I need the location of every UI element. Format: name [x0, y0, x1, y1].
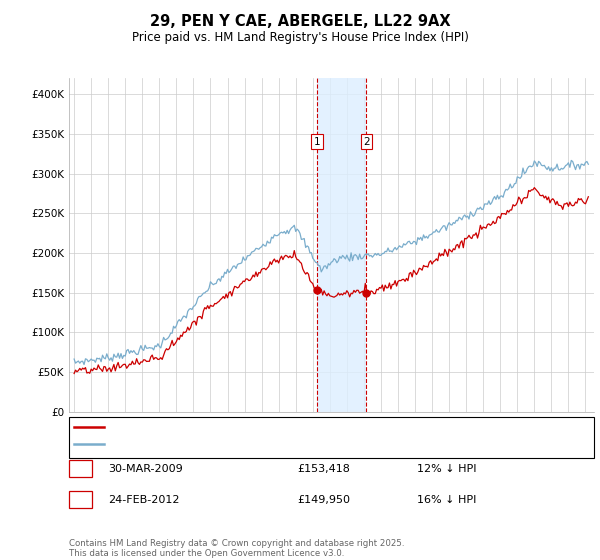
- Text: 29, PEN Y CAE, ABERGELE, LL22 9AX: 29, PEN Y CAE, ABERGELE, LL22 9AX: [149, 14, 451, 29]
- Text: 12% ↓ HPI: 12% ↓ HPI: [417, 464, 476, 474]
- Text: 1: 1: [314, 137, 320, 147]
- Text: Price paid vs. HM Land Registry's House Price Index (HPI): Price paid vs. HM Land Registry's House …: [131, 31, 469, 44]
- Text: 2: 2: [363, 137, 370, 147]
- Text: Contains HM Land Registry data © Crown copyright and database right 2025.
This d: Contains HM Land Registry data © Crown c…: [69, 539, 404, 558]
- Text: £149,950: £149,950: [297, 494, 350, 505]
- Text: £153,418: £153,418: [297, 464, 350, 474]
- Text: 2: 2: [77, 494, 84, 505]
- Text: HPI: Average price, detached house, Conwy: HPI: Average price, detached house, Conw…: [108, 439, 347, 449]
- Text: 16% ↓ HPI: 16% ↓ HPI: [417, 494, 476, 505]
- Text: 24-FEB-2012: 24-FEB-2012: [108, 494, 179, 505]
- Text: 30-MAR-2009: 30-MAR-2009: [108, 464, 183, 474]
- Bar: [317, 78, 367, 412]
- Text: 29, PEN Y CAE, ABERGELE, LL22 9AX (detached house): 29, PEN Y CAE, ABERGELE, LL22 9AX (detac…: [108, 422, 409, 432]
- Text: 1: 1: [77, 464, 84, 474]
